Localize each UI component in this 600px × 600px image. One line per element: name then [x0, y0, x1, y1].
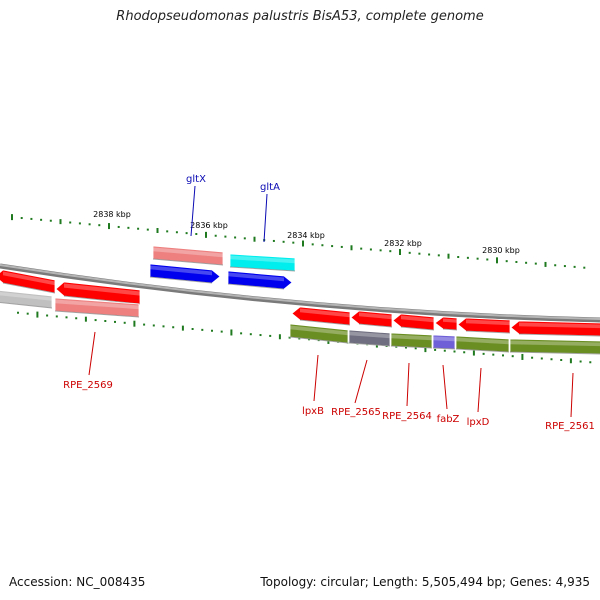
reverse-gene-labels: RPE_2569 lpxB RPE_2565 RPE_2564 fabZ lpx…: [63, 380, 595, 432]
gene-block-gltX[interactable]: [152, 245, 224, 266]
gene-label-lpxD[interactable]: lpxD: [467, 417, 490, 428]
genome-title: Rhodopseudomonas palustris BisA53, compl…: [116, 9, 484, 24]
scale-label-2836: 2836 kbp: [190, 221, 228, 230]
gene-block-RPE_2561[interactable]: [509, 338, 600, 355]
leader-gltX: [190, 185, 196, 237]
leader-RPE_2569: [88, 331, 96, 376]
leader-lpxD: [477, 367, 482, 413]
leader-RPE_2561: [570, 372, 574, 418]
gene-label-RPE_2564[interactable]: RPE_2564: [382, 411, 432, 422]
gene-arrow-lpxD[interactable]: [457, 317, 511, 334]
genome-summary-text: Topology: circular; Length: 5,505,494 bp…: [260, 575, 590, 589]
gene-block-fabZ[interactable]: [432, 334, 456, 350]
leader-fabZ: [442, 364, 448, 410]
gene-label-fabZ[interactable]: fabZ: [437, 414, 460, 425]
gene-arrow-left-1[interactable]: [0, 269, 56, 294]
leader-gltA: [263, 193, 268, 243]
leader-RPE_2565: [354, 359, 368, 404]
gene-label-RPE_2569[interactable]: RPE_2569: [63, 380, 113, 391]
gene-label-RPE_2565[interactable]: RPE_2565: [331, 407, 381, 418]
gene-label-RPE_2561[interactable]: RPE_2561: [545, 421, 595, 432]
scale-label-2830: 2830 kbp: [482, 246, 520, 255]
gene-block-RPE_2564[interactable]: [390, 332, 433, 349]
gene-features: [0, 245, 600, 355]
gene-block-lpxB[interactable]: [289, 323, 349, 344]
gene-block-gray[interactable]: [0, 290, 53, 309]
scale-label-2832: 2832 kbp: [384, 239, 422, 248]
gene-arrow-gltA[interactable]: [227, 270, 293, 290]
scale-labels: 2838 kbp 2836 kbp 2834 kbp 2832 kbp 2830…: [93, 210, 520, 255]
gene-block-RPE_2569[interactable]: [54, 297, 140, 318]
gene-label-lpxB[interactable]: lpxB: [302, 406, 324, 417]
gene-arrow-lpxB[interactable]: [291, 306, 351, 326]
gene-arrow-RPE_2565[interactable]: [350, 310, 393, 328]
forward-gene-labels: gltX gltA: [186, 174, 280, 193]
gene-label-gltX[interactable]: gltX: [186, 174, 206, 185]
scale-label-2834: 2834 kbp: [287, 231, 325, 240]
accession-text: Accession: NC_008435: [9, 575, 146, 589]
gene-arrow-RPE_2561[interactable]: [510, 320, 600, 337]
gene-arrow-RPE_2570[interactable]: [55, 281, 141, 305]
gene-arrow-fabZ[interactable]: [434, 316, 458, 331]
gene-arrow-gltX[interactable]: [149, 263, 221, 284]
leader-lpxB: [313, 354, 319, 402]
gene-label-gltA[interactable]: gltA: [260, 182, 280, 193]
gene-block-lpxD[interactable]: [455, 335, 510, 353]
label-leader-lines: [88, 185, 574, 418]
leader-RPE_2564: [406, 362, 410, 407]
genome-backbone: [0, 263, 600, 323]
gene-arrow-RPE_2564[interactable]: [392, 313, 435, 331]
upper-tick-marks: [11, 214, 586, 269]
scale-label-2838: 2838 kbp: [93, 210, 131, 219]
gene-block-gltA[interactable]: [229, 253, 296, 272]
gene-block-RPE_2565[interactable]: [348, 329, 391, 347]
